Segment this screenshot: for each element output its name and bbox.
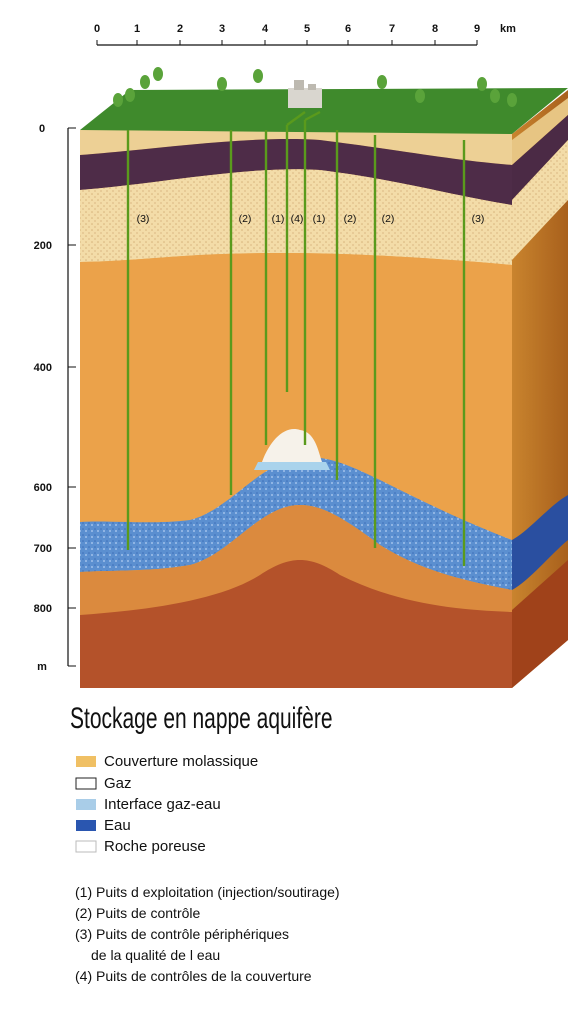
layer-orange <box>80 253 512 540</box>
km-scale: 0 1 2 3 4 5 6 7 8 9 km <box>94 23 516 46</box>
km-label: 4 <box>262 23 269 35</box>
depth-unit: m <box>37 661 47 673</box>
interface <box>254 462 330 470</box>
trees <box>113 67 517 107</box>
legend-label: Gaz <box>104 775 132 792</box>
layer-dark <box>80 138 512 205</box>
side-layer <box>512 560 568 688</box>
gas <box>262 429 322 462</box>
depth-label: 400 <box>34 362 52 374</box>
well-label: (1) <box>313 213 326 225</box>
title: Stockage en nappe aquifère <box>70 703 333 735</box>
depth-label: 700 <box>34 543 52 555</box>
side-layer <box>512 140 568 260</box>
note: (3) Puits de contrôle périphériques <box>75 926 289 942</box>
swatch <box>75 840 97 853</box>
legend-label: Couverture molassique <box>104 753 258 770</box>
depth-label: 200 <box>34 240 52 252</box>
km-label: 1 <box>134 23 140 35</box>
side-layer <box>512 115 568 200</box>
well-label: (2) <box>382 213 395 225</box>
swatch <box>76 799 96 810</box>
side-layer <box>512 98 568 165</box>
layer-red <box>80 560 512 688</box>
depth-label: 800 <box>34 603 52 615</box>
well-label: (2) <box>344 213 357 225</box>
km-label: 3 <box>219 23 225 35</box>
depth-axis: 0 200 400 600 700 800 m <box>34 123 76 673</box>
depth-label: 600 <box>34 482 52 494</box>
km-label: 0 <box>94 23 100 35</box>
note: (2) Puits de contrôle <box>75 905 200 921</box>
layer-sand <box>80 169 512 265</box>
side-water <box>512 495 568 590</box>
legend-label: Eau <box>104 817 131 834</box>
legend-label: Interface gaz-eau <box>104 796 221 813</box>
swatch <box>76 756 96 767</box>
well-label: (4) <box>291 213 304 225</box>
note: (1) Puits d exploitation (injection/sout… <box>75 884 340 900</box>
km-label: 8 <box>432 23 438 35</box>
legend: Couverture molassique Gaz Interface gaz-ea… <box>75 753 258 855</box>
swatch <box>76 820 96 831</box>
km-unit: km <box>500 23 516 35</box>
layer-water <box>80 457 512 590</box>
km-label: 6 <box>345 23 351 35</box>
swatch <box>75 777 97 790</box>
layer-top <box>80 130 512 165</box>
plant <box>288 80 322 108</box>
km-label: 7 <box>389 23 395 35</box>
well-label: (1) <box>272 213 285 225</box>
note: de la qualité de l eau <box>91 947 220 963</box>
note: (4) Puits de contrôles de la couverture <box>75 968 312 984</box>
ground <box>80 88 568 134</box>
wells <box>126 110 466 566</box>
legend-label: Roche poreuse <box>104 838 206 855</box>
well-label: (2) <box>239 213 252 225</box>
well-label: (3) <box>472 213 485 225</box>
km-label: 2 <box>177 23 183 35</box>
km-label: 9 <box>474 23 480 35</box>
depth-label: 0 <box>39 123 45 135</box>
well-label: (3) <box>137 213 150 225</box>
km-label: 5 <box>304 23 310 35</box>
